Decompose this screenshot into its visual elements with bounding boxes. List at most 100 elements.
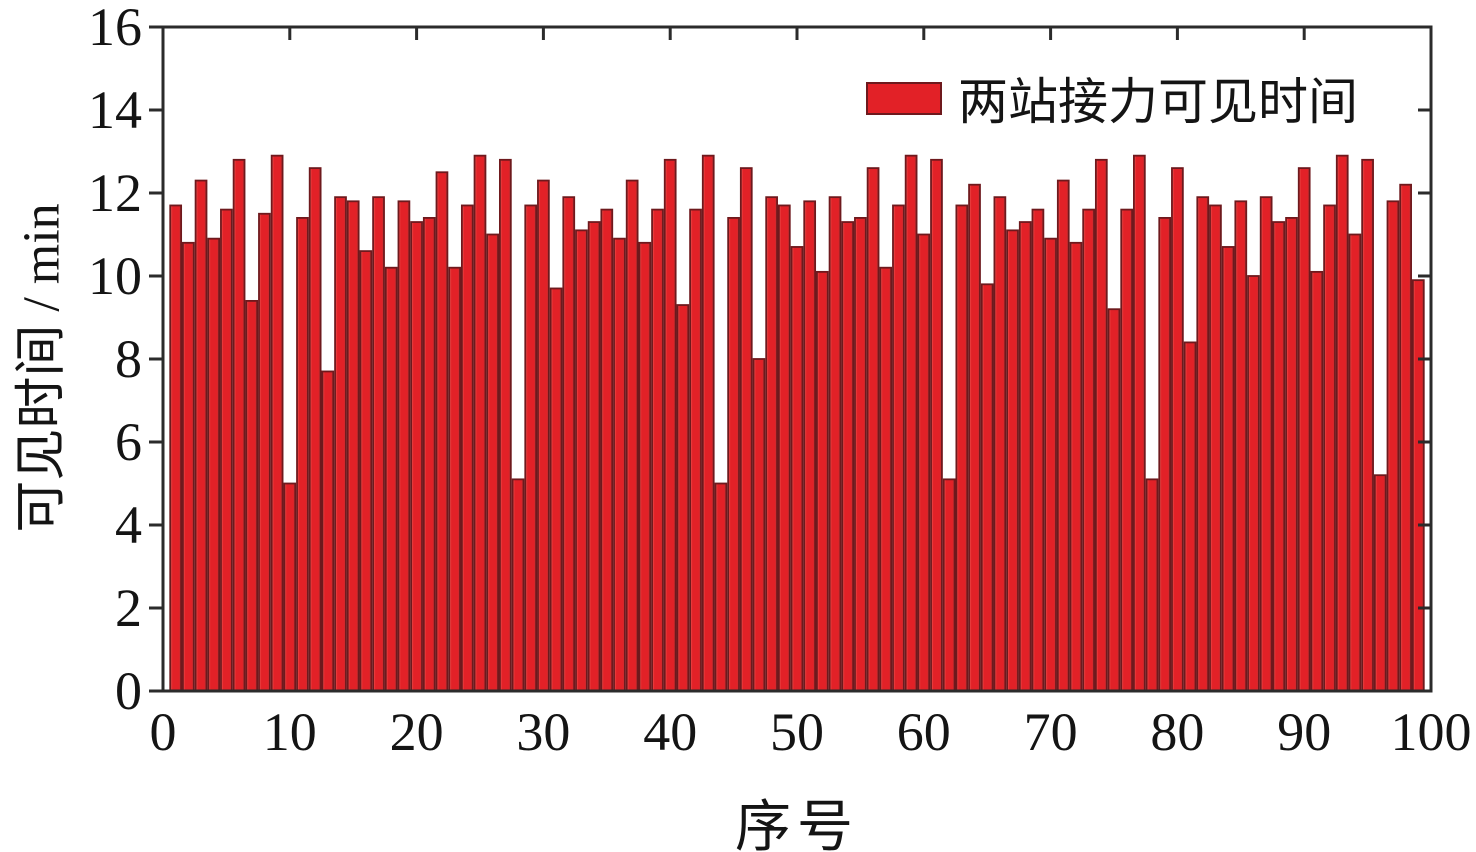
bar (1399, 183, 1412, 692)
x-tick-label: 10 (262, 702, 317, 762)
bar (689, 208, 702, 692)
bar (892, 204, 905, 692)
bar (701, 154, 715, 692)
bar (169, 204, 183, 692)
bar (587, 221, 601, 692)
bar (194, 179, 208, 692)
legend-label: 两站接力可见时间 (958, 74, 1358, 130)
bar (372, 196, 385, 692)
bar (968, 183, 981, 692)
bar (727, 216, 740, 692)
bar (980, 283, 994, 692)
bar (879, 266, 893, 692)
bar (1120, 208, 1134, 692)
bar (1234, 200, 1248, 692)
bar (296, 216, 309, 692)
bar (499, 158, 512, 692)
y-tick-label: 0 (115, 661, 142, 721)
x-axis-label: 序号 (735, 797, 859, 852)
bar (1145, 478, 1159, 692)
bar (270, 154, 284, 692)
y-axis-label: 可见时间 / min (13, 203, 71, 533)
bar (854, 216, 867, 692)
bar (1209, 204, 1222, 692)
bar (1323, 204, 1336, 692)
bar (1348, 233, 1362, 692)
y-tick-label: 16 (88, 0, 142, 57)
bar (486, 233, 500, 692)
x-tick-label: 80 (1150, 702, 1205, 762)
bar (524, 204, 538, 692)
bar (828, 196, 842, 692)
bar (1411, 279, 1425, 692)
bar (739, 167, 753, 692)
bar (714, 482, 728, 692)
bar (1158, 216, 1172, 692)
bar (334, 196, 347, 692)
bar-series (169, 154, 1425, 692)
bar (638, 241, 652, 692)
x-tick-label: 40 (643, 702, 698, 762)
bar (993, 196, 1007, 692)
x-tick-label: 50 (770, 702, 824, 762)
bar (803, 200, 817, 692)
bar (1031, 208, 1045, 692)
bar (549, 287, 563, 692)
bar (448, 266, 461, 692)
bar (435, 171, 449, 692)
bar (613, 237, 626, 692)
bar (1133, 154, 1146, 692)
y-tick-label: 4 (115, 495, 142, 555)
bar (384, 266, 398, 692)
bar (511, 478, 525, 692)
bar (777, 204, 791, 692)
bar (575, 229, 588, 692)
bar (359, 250, 373, 692)
bar (182, 241, 195, 692)
bar (816, 270, 829, 692)
bar (397, 200, 411, 692)
y-tick-label: 12 (88, 163, 142, 223)
bar (765, 196, 778, 692)
bar (676, 304, 690, 692)
y-tick-label: 14 (88, 80, 142, 140)
bar (1183, 341, 1197, 692)
bar (930, 158, 943, 692)
bar (1221, 246, 1235, 692)
bar (1006, 229, 1019, 692)
bar (752, 358, 766, 692)
bar (942, 478, 956, 692)
y-tick-label: 2 (115, 578, 142, 638)
bar (866, 167, 880, 692)
bar (1082, 208, 1095, 692)
bar (232, 158, 246, 692)
bar (1069, 241, 1083, 692)
bar (790, 246, 804, 692)
bar (663, 158, 677, 692)
bar (600, 208, 614, 692)
bar (625, 179, 639, 692)
bar (1272, 221, 1286, 692)
x-tick-label: 30 (516, 702, 571, 762)
bar (1171, 167, 1184, 692)
bar (1386, 200, 1400, 692)
bar (917, 233, 931, 692)
bar (473, 154, 487, 692)
legend-swatch (866, 81, 942, 115)
bar (1310, 270, 1324, 692)
x-tick-label: 100 (1390, 702, 1472, 762)
bar (207, 237, 221, 692)
bar (1285, 216, 1298, 692)
bar (562, 196, 576, 692)
bar (422, 216, 436, 692)
bar (460, 204, 474, 692)
bar (537, 179, 550, 692)
bar (955, 204, 969, 692)
bar (308, 167, 322, 692)
x-tick-label: 60 (896, 702, 951, 762)
x-tick-label: 20 (389, 702, 444, 762)
x-tick-label: 90 (1277, 702, 1332, 762)
bar (283, 482, 297, 692)
